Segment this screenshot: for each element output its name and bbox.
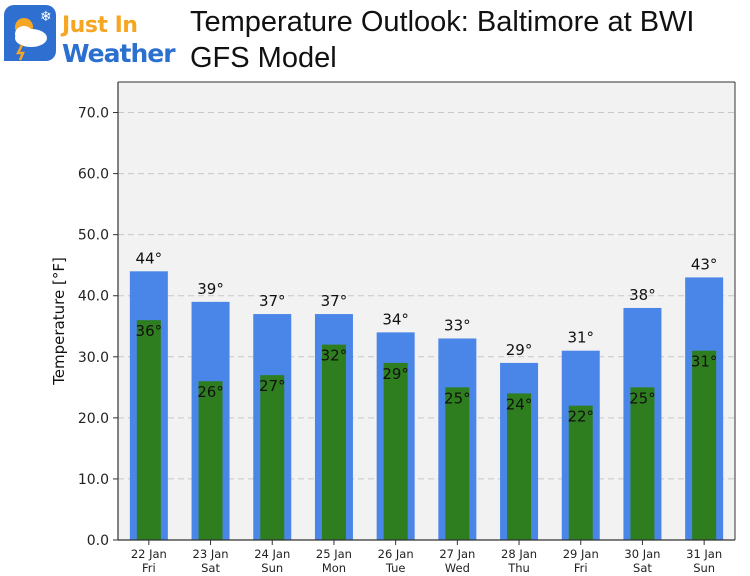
y-tick-label: 60.0 [78, 167, 109, 183]
low-temp-bar [692, 350, 717, 540]
x-tick-label-day: Sat [633, 561, 652, 575]
x-tick-label-date: 31 Jan [686, 547, 722, 561]
low-temp-bar [383, 362, 408, 540]
y-tick-label: 50.0 [78, 228, 109, 244]
header: ❄ Just In Weather Temperature Outlook: B… [0, 0, 750, 80]
low-temp-bar [568, 405, 593, 540]
high-temp-label: 34° [382, 310, 409, 328]
x-tick-label-day: Wed [445, 561, 470, 575]
x-tick-label-date: 30 Jan [624, 547, 660, 561]
y-tick-label: 40.0 [78, 289, 109, 305]
low-temp-bar [136, 320, 161, 540]
y-tick-label: 10.0 [78, 472, 109, 488]
low-temp-label: 36° [136, 322, 163, 340]
y-tick-label: 20.0 [78, 411, 109, 427]
low-temp-bar [507, 393, 532, 540]
logo-text-weather: Weather [62, 39, 176, 68]
x-tick-label-day: Sun [693, 561, 715, 575]
low-temp-label: 25° [629, 389, 656, 407]
x-tick-label-date: 22 Jan [131, 547, 167, 561]
x-tick-label-date: 29 Jan [563, 547, 599, 561]
x-tick-label-day: Sun [261, 561, 283, 575]
low-temp-bar [630, 387, 655, 540]
y-axis-label: Temperature [°F] [50, 257, 68, 386]
x-tick-label-date: 25 Jan [316, 547, 352, 561]
x-tick-label-date: 27 Jan [439, 547, 475, 561]
chart-title-line2: GFS Model [190, 42, 337, 74]
low-temp-label: 29° [382, 365, 409, 383]
x-tick-label-day: Mon [322, 561, 346, 575]
low-temp-label: 22° [567, 408, 594, 426]
low-temp-label: 24° [506, 395, 533, 413]
low-temp-label: 26° [197, 383, 224, 401]
high-temp-label: 44° [136, 249, 163, 267]
low-temp-label: 32° [321, 347, 348, 365]
x-tick-label-date: 23 Jan [193, 547, 229, 561]
high-temp-label: 31° [567, 329, 594, 347]
svg-text:❄: ❄ [40, 9, 52, 25]
x-tick-label-day: Sat [201, 561, 220, 575]
high-temp-label: 29° [506, 341, 533, 359]
low-temp-label: 31° [691, 353, 718, 371]
x-tick-label-date: 26 Jan [378, 547, 414, 561]
high-temp-label: 43° [691, 255, 718, 273]
logo: ❄ Just In Weather [4, 5, 186, 68]
high-temp-label: 39° [197, 280, 224, 298]
chart-title: Temperature Outlook: Baltimore at BWI GF… [190, 4, 694, 76]
x-tick-label-day: Thu [507, 561, 530, 575]
y-tick-label: 0.0 [87, 533, 109, 549]
x-tick-label-day: Fri [142, 561, 156, 575]
y-tick-label: 30.0 [78, 350, 109, 366]
x-tick-label-day: Tue [385, 561, 406, 575]
x-tick-label-date: 24 Jan [254, 547, 290, 561]
low-temp-bar [321, 344, 346, 540]
logo-text-just-in: Just In [62, 13, 138, 38]
axes: 0.010.020.030.040.050.060.070.022 JanFri… [78, 81, 736, 575]
weather-badge-icon: ❄ [4, 5, 56, 61]
high-temp-label: 33° [444, 316, 471, 334]
high-temp-label: 38° [629, 286, 656, 304]
x-tick-label-date: 28 Jan [501, 547, 537, 561]
y-tick-label: 70.0 [78, 106, 109, 122]
low-temp-label: 25° [444, 389, 471, 407]
x-tick-label-day: Fri [574, 561, 588, 575]
low-temp-bar [445, 387, 470, 540]
low-temp-bar [198, 381, 223, 540]
data-labels: 44° 36° 39° 26° 37° 27° 37° 32° 34° 29° 33° 25° 29° 2… [136, 249, 718, 425]
high-temp-label: 37° [259, 292, 286, 310]
low-temp-label: 27° [259, 377, 286, 395]
chart-title-line1: Temperature Outlook: Baltimore at BWI [190, 6, 695, 38]
bars [129, 271, 724, 540]
high-temp-label: 37° [321, 292, 348, 310]
low-temp-bar [260, 375, 285, 540]
